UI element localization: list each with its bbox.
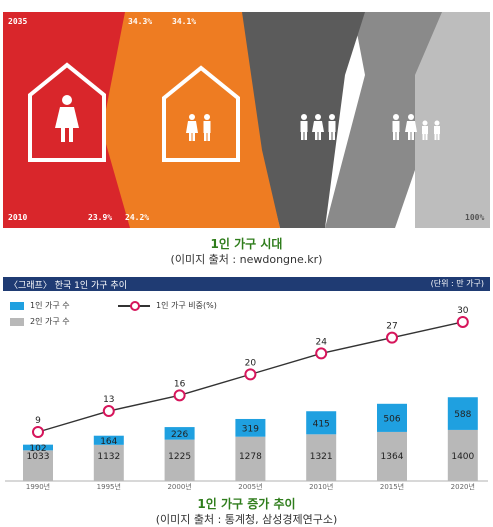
year-2010-label: 2010 (8, 213, 27, 222)
pct-2035-a-label: 34.3% (128, 17, 152, 26)
bar-value-two-person: 1225 (168, 452, 191, 462)
ratio-label: 9 (35, 416, 41, 426)
bar-two-person (377, 431, 407, 481)
bar-value-one-person: 164 (100, 437, 117, 447)
bar-two-person (93, 444, 124, 481)
legend-blue-swatch (10, 301, 24, 310)
band-light-gray (415, 12, 490, 228)
caption-source-1: (이미지 출처 : newdongne.kr) (170, 253, 323, 266)
bar-two-person (306, 434, 337, 481)
bar-value-two-person: 1033 (27, 452, 50, 462)
line-group: 9 13 16 20 24 27 30 (32, 306, 469, 438)
x-tick-label: 1990년 (26, 482, 50, 491)
bar-one-person (447, 397, 478, 430)
ratio-label: 27 (386, 322, 397, 332)
bar-value-two-person: 1400 (451, 452, 474, 462)
bar-two-person (23, 450, 53, 481)
household-infographic: 2035 34.3% 34.1% 2010 23.9% 24.2% 100% (3, 12, 490, 228)
bar-two-person (164, 439, 195, 481)
bar-value-one-person: 588 (454, 410, 471, 420)
three-person-icon (300, 114, 336, 140)
ratio-point (102, 405, 115, 418)
bar-one-person (93, 435, 124, 445)
caption-title-2: 1인 가구 증가 추이 (197, 497, 296, 511)
couple-icon (186, 114, 211, 141)
ratio-label: 16 (174, 379, 186, 389)
single-woman-icon (55, 95, 79, 142)
ratio-label: 13 (103, 395, 114, 405)
year-2035-label: 2035 (8, 17, 27, 26)
band-orange (100, 12, 280, 228)
legend-gray-swatch (10, 317, 24, 326)
bar-value-one-person: 415 (313, 419, 330, 429)
bar-value-two-person: 1132 (97, 452, 120, 462)
bar-one-person (306, 411, 337, 435)
bar-value-two-person: 1321 (310, 452, 333, 462)
bar-one-person (377, 403, 407, 432)
ratio-point (244, 368, 257, 381)
legend-one-person: 1인 가구 수 (10, 300, 70, 311)
pct-2010-b-label: 24.2% (125, 213, 149, 222)
bar-one-person (23, 444, 53, 451)
legend-one-person-label: 1인 가구 수 (30, 301, 70, 310)
ratio-label: 30 (457, 306, 469, 316)
legend-ratio: 1인 가구 비중(%) (118, 300, 217, 311)
x-tick-label: 1995년 (97, 482, 121, 491)
bar-value-one-person: 319 (242, 424, 259, 434)
x-tick-label: 2005년 (238, 482, 262, 491)
bar-one-person (164, 427, 195, 440)
legend-two-person: 2인 가구 수 (10, 316, 70, 327)
chart-unit: (단위 : 만 가구) (430, 279, 484, 288)
two-person-house-icon (162, 65, 240, 162)
legend-two-person-label: 2인 가구 수 (30, 317, 70, 326)
bar-value-one-person: 506 (383, 414, 400, 424)
pct-total-label: 100% (465, 213, 484, 222)
pct-2010-a-label: 23.9% (88, 213, 112, 222)
band-mid-gray (325, 12, 442, 228)
ratio-point (173, 389, 186, 402)
bar-value-one-person: 102 (29, 444, 46, 454)
x-tick-label: 2000년 (167, 482, 191, 491)
x-tick-label: 2015년 (380, 482, 404, 491)
pct-2035-b-label: 34.1% (172, 17, 196, 26)
chart-header: 〈그래프〉 한국 1인 가구 추이 (단위 : 만 가구) (3, 277, 490, 291)
bar-two-person (235, 436, 266, 481)
single-house-icon (28, 62, 106, 162)
bar-value-two-person: 1278 (239, 452, 262, 462)
ratio-point (386, 331, 398, 344)
four-person-icon (392, 114, 440, 140)
x-tick-label: 2020년 (451, 482, 475, 491)
ratio-label: 20 (245, 358, 257, 368)
x-ticks-group: 1990년 1995년 2000년 2005년 2010년 2015년 2020년 (26, 482, 475, 491)
ratio-point (32, 426, 44, 438)
legend-ratio-label: 1인 가구 비중(%) (156, 301, 217, 310)
ratio-point (456, 315, 469, 328)
x-tick-label: 2010년 (309, 482, 333, 491)
bar-one-person (235, 418, 266, 437)
caption-title-1: 1인 가구 시대 (210, 237, 283, 251)
bar-value-two-person: 1364 (381, 452, 404, 462)
ratio-label: 24 (315, 337, 327, 347)
ratio-point (315, 347, 328, 360)
bar-value-one-person: 226 (171, 430, 188, 440)
bar-two-person (447, 429, 478, 481)
legend-line-swatch (118, 301, 150, 311)
caption-source-2: (이미지 출처 : 통계청, 삼성경제연구소) (155, 513, 338, 526)
chart-title: 〈그래프〉 한국 1인 가구 추이 (9, 281, 127, 291)
